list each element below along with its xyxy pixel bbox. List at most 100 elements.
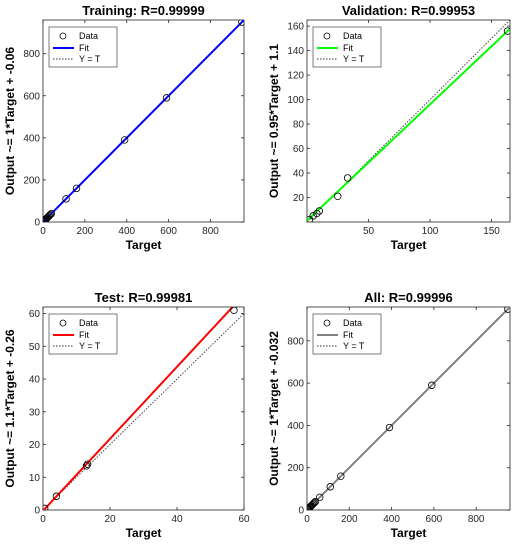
data-point — [310, 498, 319, 507]
x-tick-label: 200 — [341, 514, 358, 525]
data-point — [343, 174, 352, 182]
data-point — [47, 209, 56, 218]
data-point — [72, 184, 81, 193]
subplot-title: Training: R=0.99999 — [82, 3, 204, 18]
y-tick-label: 200 — [287, 463, 304, 474]
data-point — [309, 212, 317, 220]
x-tick-label: 200 — [77, 226, 94, 237]
y-tick-label: 800 — [23, 49, 40, 60]
y-axis-label: Output ~= 1*Target + -0.06 — [3, 47, 17, 195]
legend-label-identity: Y = T — [343, 54, 365, 64]
legend-label-data: Data — [343, 318, 362, 328]
y-tick-label: 20 — [29, 440, 41, 451]
y-tick-label: 800 — [287, 336, 304, 347]
data-point — [43, 215, 50, 222]
x-tick-label: 100 — [422, 226, 439, 237]
y-tick-label: 400 — [23, 133, 40, 144]
legend-label-data: Data — [343, 31, 362, 41]
plot-content — [43, 20, 244, 222]
x-tick-label: 0 — [304, 514, 310, 525]
data-point — [230, 307, 238, 314]
x-tick-label: 600 — [160, 226, 177, 237]
y-tick-label: 0 — [34, 218, 40, 229]
data-point — [503, 27, 510, 35]
y-tick-label: 160 — [287, 22, 304, 33]
y-tick-label: 50 — [29, 342, 41, 353]
y-axis-label: Output ~= 1.1*Target + -0.26 — [3, 329, 17, 487]
y-tick-label: 60 — [29, 309, 41, 320]
x-tick-label: 800 — [202, 226, 219, 237]
x-tick-label: 150 — [483, 226, 500, 237]
fit-line — [43, 307, 234, 510]
x-tick-label: 400 — [383, 514, 400, 525]
y-tick-label: 40 — [293, 169, 305, 180]
data-point — [385, 423, 394, 432]
y-tick-label: 0 — [34, 506, 40, 517]
x-tick-label: 0 — [40, 514, 46, 525]
x-tick-label: 400 — [118, 226, 135, 237]
y-tick-label: 40 — [29, 375, 41, 386]
legend-label-identity: Y = T — [79, 54, 101, 64]
plot-content — [307, 307, 510, 510]
y-tick-label: 20 — [293, 193, 305, 204]
y-axis-label: Output ~= 0.95*Target + 1.1 — [267, 44, 281, 198]
legend-data-marker — [59, 319, 67, 327]
data-point — [428, 381, 436, 389]
x-axis-label: Target — [391, 526, 427, 540]
y-tick-label: 100 — [287, 95, 304, 106]
x-tick-label: 20 — [104, 514, 116, 525]
data-point — [46, 210, 55, 219]
x-tick-label: 0 — [40, 226, 46, 237]
x-axis-label: Target — [391, 238, 427, 252]
legend-data-marker — [59, 32, 67, 40]
legend-label-fit: Fit — [343, 43, 353, 53]
subplot-title: All: R=0.99996 — [364, 290, 453, 305]
y-tick-label: 120 — [287, 71, 304, 82]
y-tick-label: 400 — [287, 421, 304, 432]
legend-label-identity: Y = T — [343, 341, 365, 351]
subplot-title: Test: R=0.99981 — [95, 290, 193, 305]
legend-data-marker — [323, 32, 331, 40]
x-tick-label: 600 — [426, 514, 443, 525]
data-point — [52, 492, 61, 500]
fit-line — [307, 28, 510, 222]
legend-data-marker — [323, 319, 331, 327]
data-point — [313, 209, 321, 218]
x-tick-label: 60 — [238, 514, 250, 525]
y-tick-label: 200 — [23, 175, 40, 186]
data-point — [62, 195, 70, 203]
x-tick-label: 50 — [363, 226, 375, 237]
legend-label-identity: Y = T — [79, 341, 101, 351]
legend-label-data: Data — [79, 318, 98, 328]
y-tick-label: 140 — [287, 46, 304, 57]
y-tick-label: 60 — [293, 144, 305, 155]
x-tick-label: 40 — [171, 514, 183, 525]
data-point — [43, 504, 49, 510]
y-tick-label: 0 — [298, 506, 304, 517]
data-point — [311, 497, 320, 506]
data-point — [307, 503, 314, 510]
data-point — [83, 460, 92, 468]
y-tick-label: 80 — [293, 120, 305, 131]
legend-label-fit: Fit — [343, 330, 353, 340]
data-point — [45, 211, 53, 220]
data-point — [326, 483, 334, 491]
data-point — [309, 499, 318, 508]
data-point — [238, 20, 244, 26]
data-point — [120, 136, 129, 144]
data-point — [504, 307, 510, 313]
y-tick-label: 30 — [29, 407, 41, 418]
data-point — [82, 462, 91, 470]
y-tick-label: 600 — [287, 379, 304, 390]
data-point — [162, 94, 171, 102]
subplot-title: Validation: R=0.99953 — [342, 3, 475, 18]
